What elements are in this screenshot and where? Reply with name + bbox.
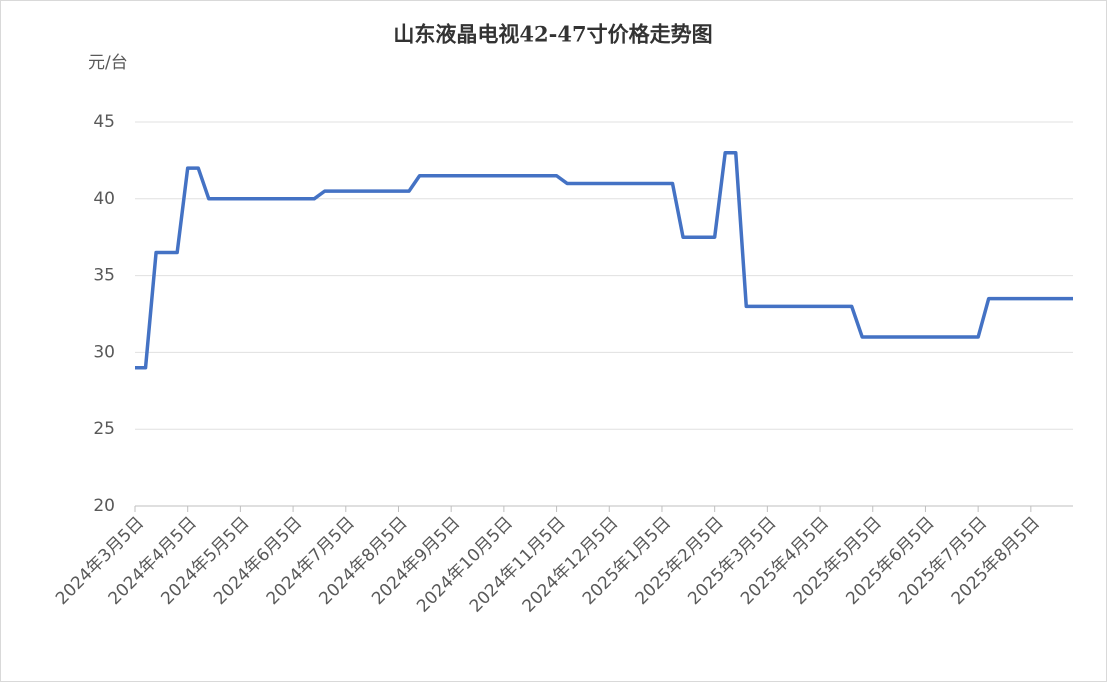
y-tick-label: 30 bbox=[93, 342, 115, 362]
y-tick-label: 25 bbox=[93, 419, 115, 439]
y-axis-label: 元/台 bbox=[88, 53, 128, 73]
data-line bbox=[135, 150, 1073, 370]
chart-title: 山东液晶电视42-47寸价格走势图 bbox=[393, 22, 712, 47]
y-tick-label: 35 bbox=[93, 266, 115, 286]
y-tick-label: 45 bbox=[93, 112, 115, 132]
y-tick-label: 40 bbox=[93, 189, 115, 209]
y-tick-label: 20 bbox=[93, 496, 115, 516]
